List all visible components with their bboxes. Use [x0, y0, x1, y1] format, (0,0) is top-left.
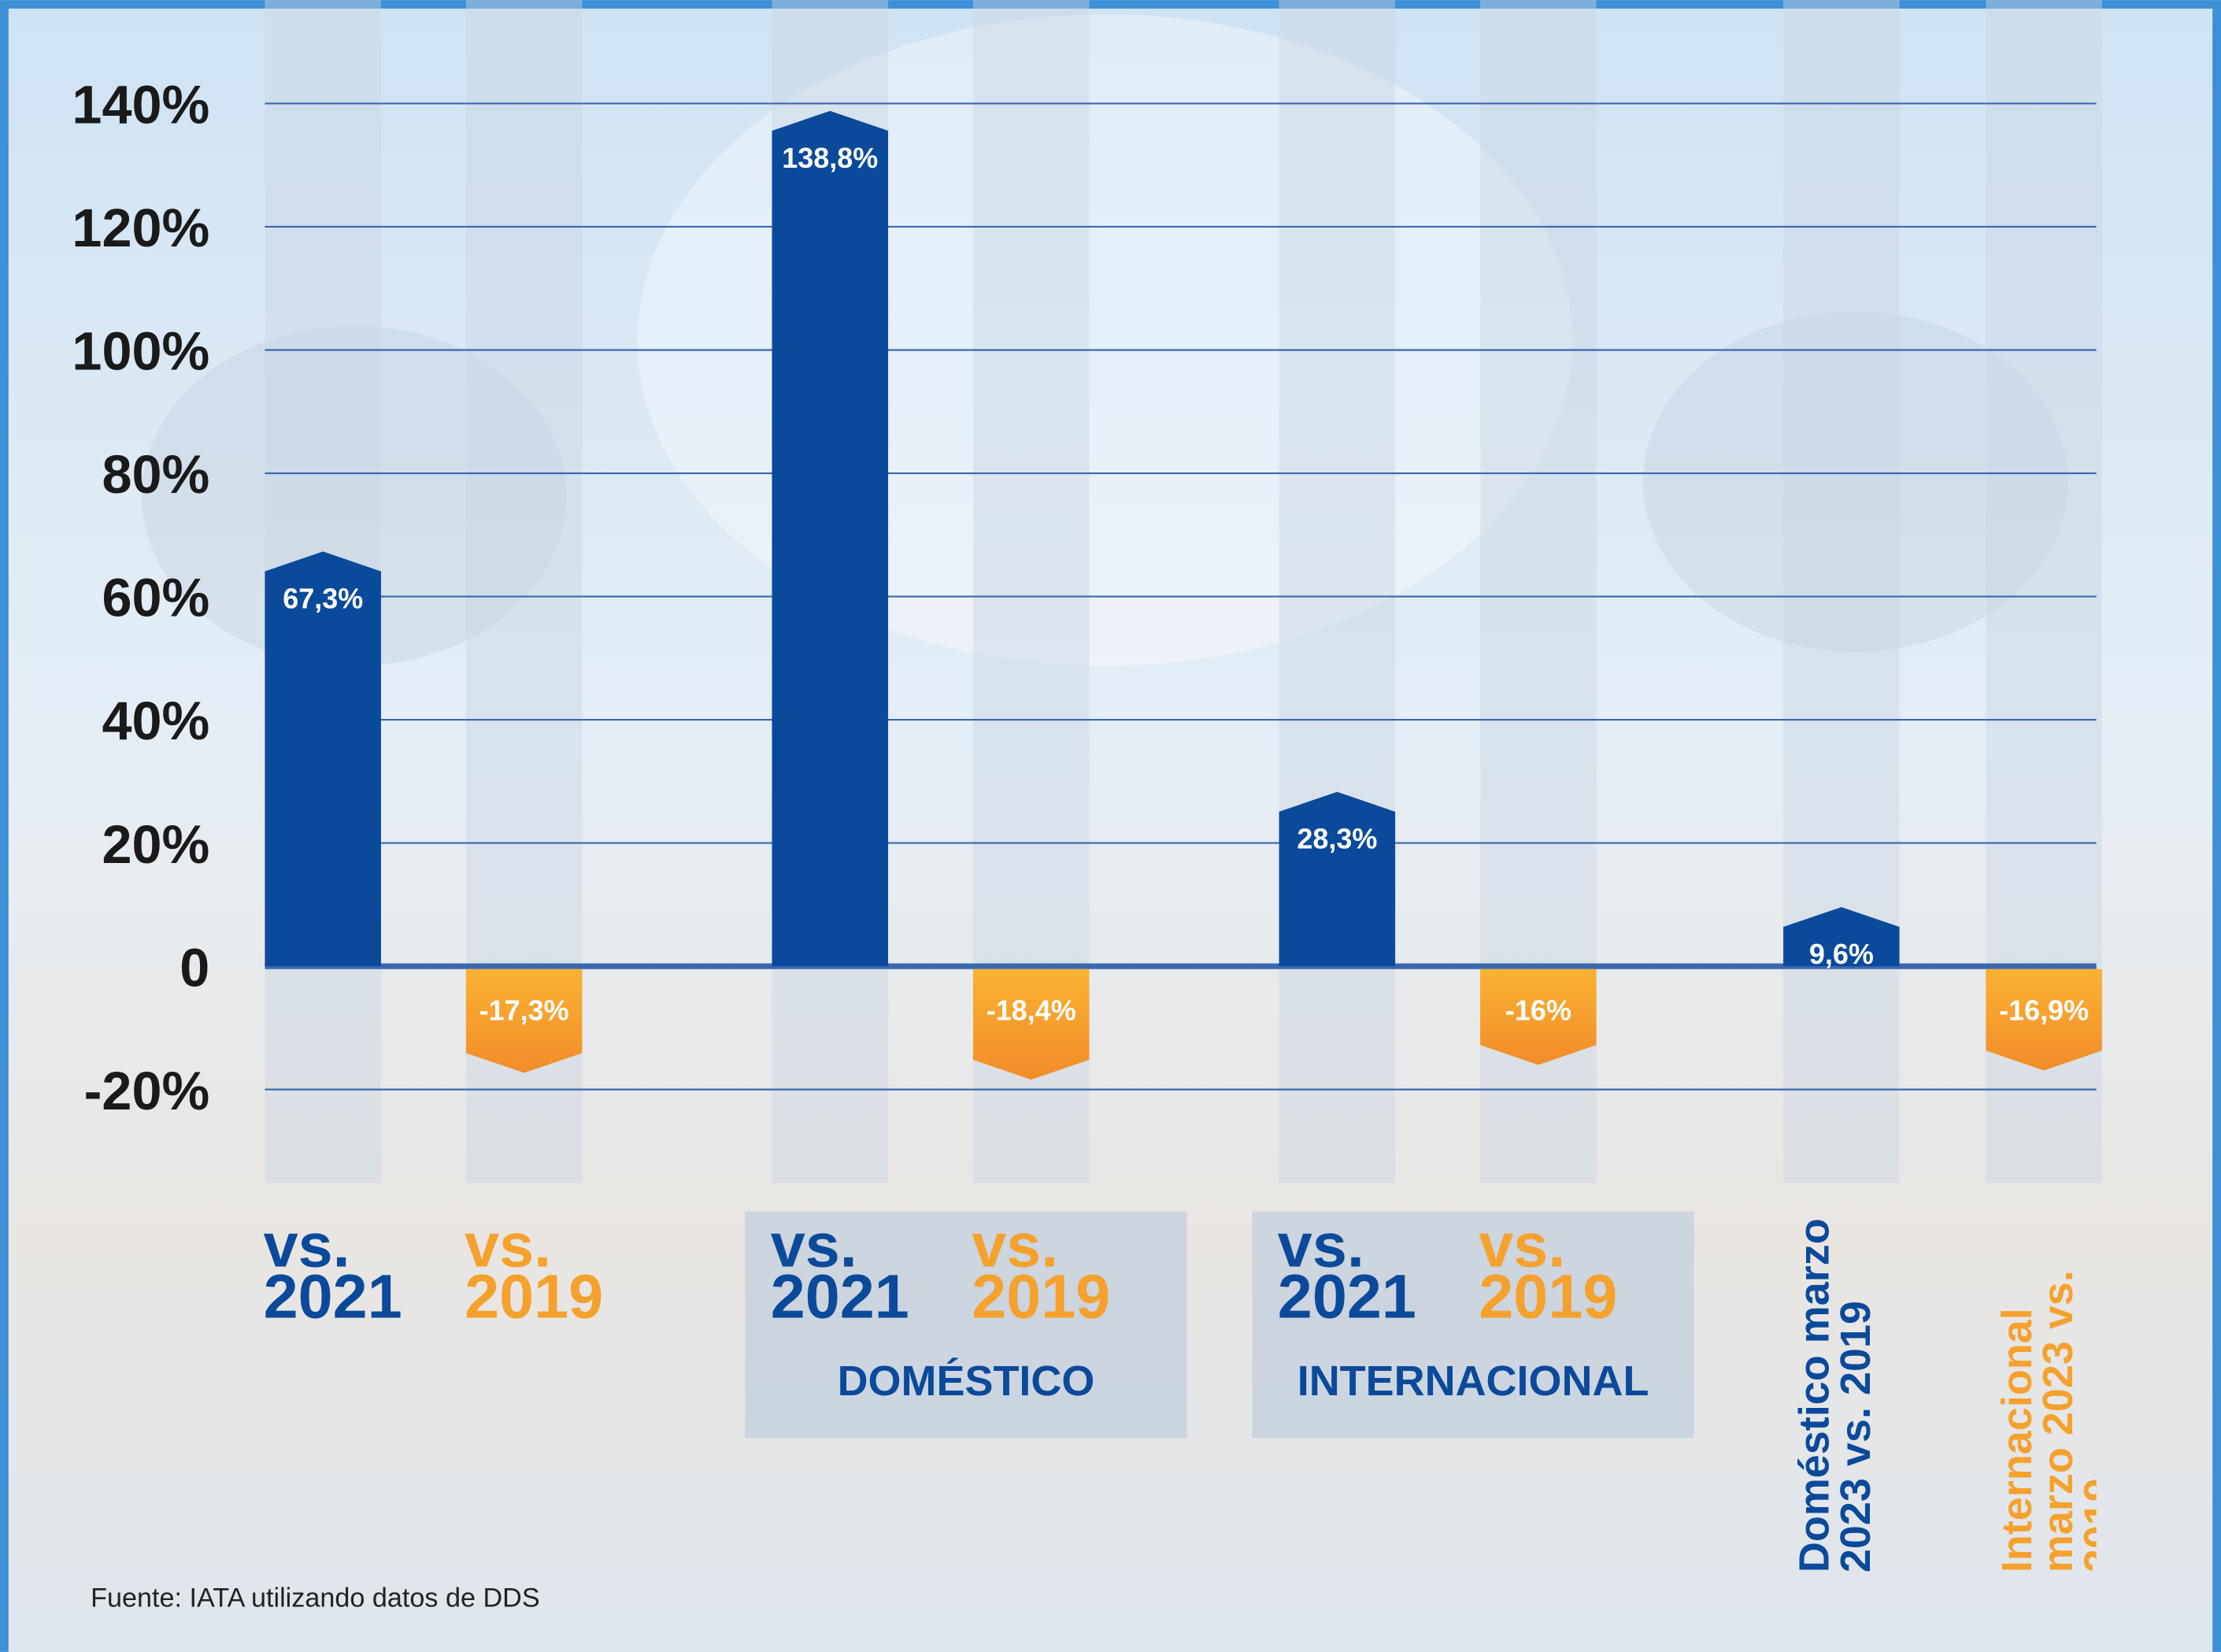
- value-label: 28,3%: [1297, 823, 1377, 855]
- category-label-box: vs. 2019: [1479, 1220, 1618, 1332]
- y-tick-label: 120%: [72, 198, 209, 258]
- column-bg: [1783, 0, 1900, 1183]
- x-tick-label: Internacional marzo 2023 vs. 2019: [1997, 1270, 2097, 1573]
- x-tick-label: vs. 2021: [770, 1220, 909, 1332]
- value-label: 9,6%: [1809, 938, 1874, 970]
- bar: [1986, 969, 2102, 1071]
- x-tick-label: vs. 2021: [263, 1220, 402, 1332]
- bar: [1279, 791, 1396, 967]
- engine-shape: [1642, 311, 2068, 652]
- x-tick-label: vs. 2019: [972, 1220, 1111, 1332]
- y-tick-label: 80%: [102, 445, 209, 505]
- y-tick-label: -20%: [84, 1061, 210, 1121]
- bar: [265, 551, 381, 967]
- bar: [1783, 906, 1900, 967]
- value-label: -16,9%: [1999, 994, 2089, 1026]
- y-tick-label: 0: [180, 938, 209, 998]
- group-panel: [745, 1211, 1187, 1439]
- value-label: -17,3%: [479, 994, 569, 1026]
- y-tick-label: 100%: [72, 322, 209, 382]
- category-label-box: vs. 2021: [1277, 1220, 1416, 1332]
- bar: [772, 110, 889, 967]
- group-panel: [1252, 1211, 1694, 1439]
- bar: [972, 969, 1090, 1080]
- y-tick-label: 60%: [102, 569, 209, 628]
- y-tick-label: 20%: [102, 815, 209, 875]
- group-label: DOMÉSTICO: [838, 1358, 1095, 1405]
- bar: [465, 969, 583, 1073]
- category-label-box: vs. 2021: [770, 1220, 909, 1332]
- source-note: Fuente: IATA utilizando datos de DDS: [91, 1583, 539, 1613]
- value-label: -18,4%: [986, 994, 1076, 1026]
- x-tick-label: Doméstico marzo 2023 vs. 2019: [1794, 1218, 1880, 1573]
- value-label: 67,3%: [283, 582, 363, 614]
- value-label: 138,8%: [782, 142, 878, 174]
- bar: [1480, 969, 1597, 1065]
- category-label-box: vs. 2019: [972, 1220, 1111, 1332]
- category-label-box: vs. 2019: [465, 1220, 604, 1332]
- group-label: INTERNACIONAL: [1297, 1358, 1649, 1405]
- x-tick-label: vs. 2019: [1479, 1220, 1618, 1332]
- value-label: -16%: [1505, 994, 1571, 1026]
- x-tick-label: vs. 2021: [1277, 1220, 1416, 1332]
- y-tick-label: 140%: [72, 76, 209, 135]
- x-tick-label: vs. 2019: [465, 1220, 604, 1332]
- column-bg: [1279, 0, 1396, 1183]
- category-label-box: vs. 2021: [263, 1220, 402, 1332]
- y-tick-label: 40%: [102, 691, 209, 751]
- category-label-box: Doméstico marzo 2023 vs. 2019: [1794, 1218, 1880, 1573]
- engine-shape: [141, 325, 567, 666]
- category-label-box: Internacional marzo 2023 vs. 2019: [1997, 1270, 2097, 1573]
